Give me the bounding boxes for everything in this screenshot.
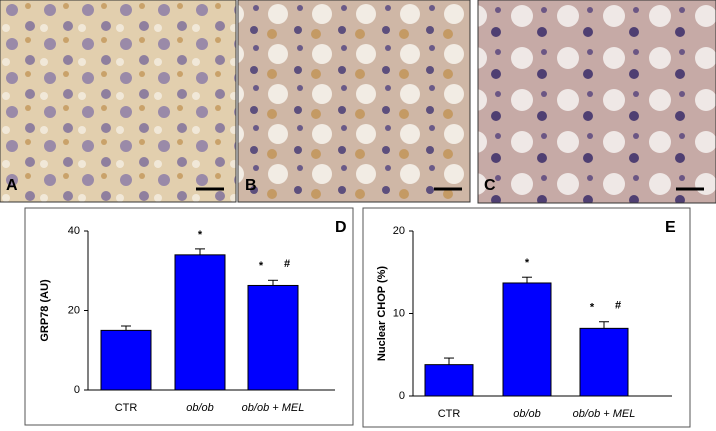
micrograph-b: B <box>237 0 471 203</box>
y-tick-label: 20 <box>68 304 80 316</box>
significance-mark: * <box>525 257 530 269</box>
panel-label: E <box>665 219 676 236</box>
significance-mark: # <box>615 300 621 312</box>
x-tick-label: CTR <box>438 408 461 420</box>
y-tick-label: 0 <box>74 384 80 396</box>
y-tick-label: 0 <box>399 390 405 402</box>
x-tick-label: ob/ob + MEL <box>573 408 636 420</box>
y-tick-label: 10 <box>393 307 405 319</box>
significance-mark: * <box>259 260 264 272</box>
x-tick-label: ob/ob <box>513 408 541 420</box>
significance-mark: # <box>284 258 290 270</box>
panel-label: C <box>484 177 496 194</box>
bar <box>247 284 299 391</box>
panel-label: B <box>245 177 257 194</box>
bar <box>174 254 226 391</box>
panel-label: A <box>6 177 18 194</box>
micrograph-c: C <box>477 0 716 204</box>
bar <box>502 282 552 397</box>
micrograph-a: A <box>0 0 237 203</box>
bar <box>100 329 152 391</box>
x-tick-label: ob/ob <box>186 402 214 414</box>
bar-chart: 0 10 20 Nuclear CHOP (%) E CTR ob/ob * ob/ob + M… <box>362 207 691 428</box>
bar-chart: 0 20 40 GRP78 (AU) D CTR ob/ob * ob/ob + MEL * # <box>24 207 354 426</box>
bar <box>579 327 629 397</box>
y-tick-label: 40 <box>68 225 80 237</box>
x-tick-label: CTR <box>115 402 138 414</box>
y-axis-label: Nuclear CHOP (%) <box>376 266 388 361</box>
panel-label: D <box>335 219 347 236</box>
y-tick-label: 20 <box>393 225 405 237</box>
significance-mark: * <box>590 302 595 314</box>
y-axis-label: GRP78 (AU) <box>39 279 51 342</box>
x-tick-label: ob/ob + MEL <box>242 402 305 414</box>
significance-mark: * <box>198 229 203 241</box>
bar <box>424 364 474 397</box>
